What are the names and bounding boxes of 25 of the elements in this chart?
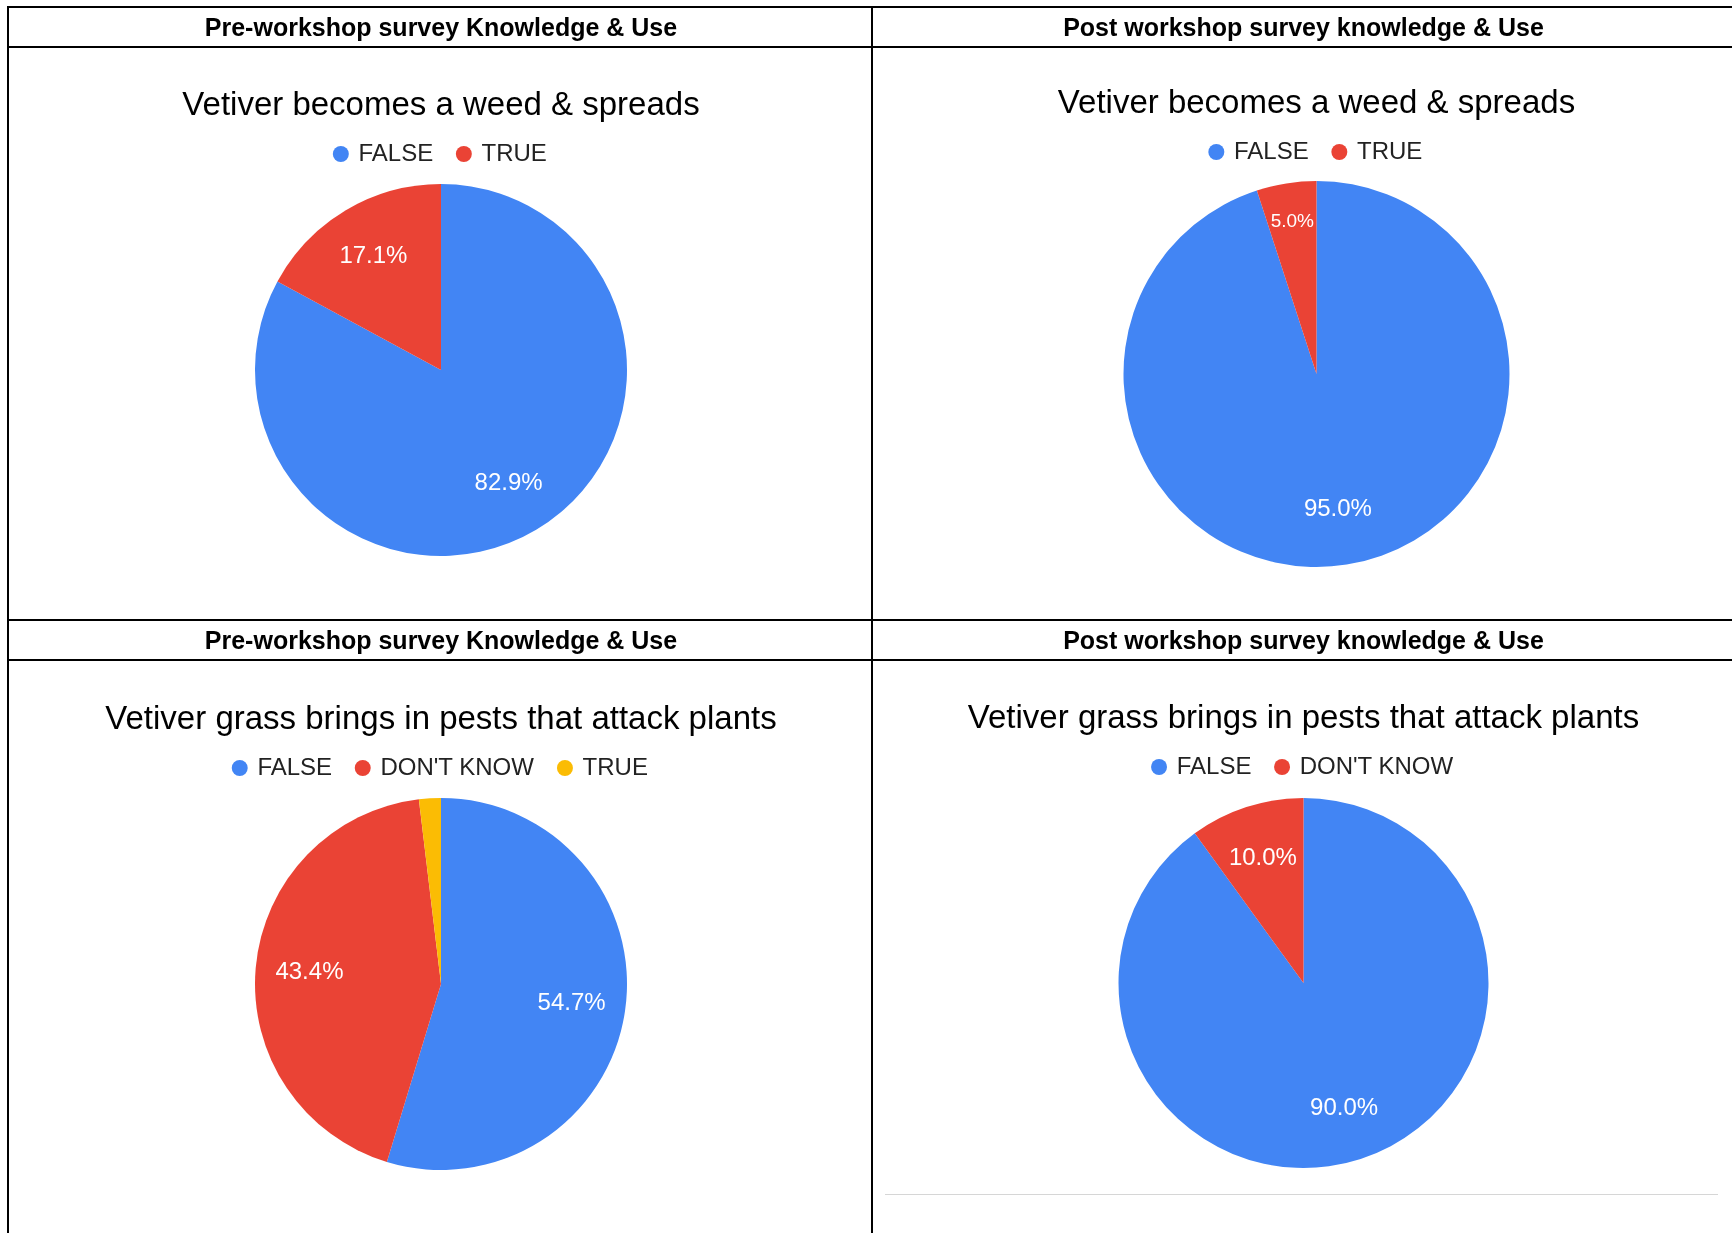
data-label: 17.1% <box>339 241 408 269</box>
legend-label: DON'T KNOW <box>1299 751 1454 779</box>
chart-title: Post workshop survey knowledge & Use <box>873 621 1732 661</box>
data-label: 54.7% <box>537 988 606 1016</box>
chart-subtitle: Vetiver becomes a weed & spreads <box>1057 82 1576 120</box>
data-label: 95.0% <box>1303 493 1372 521</box>
chart-title: Pre-workshop survey Knowledge & Use <box>9 8 873 48</box>
legend-label: TRUE <box>1356 136 1423 164</box>
data-label: 82.9% <box>474 468 543 496</box>
legend-label: TRUE <box>481 138 547 166</box>
data-label: 90.0% <box>1310 1092 1379 1120</box>
legend-label: TRUE <box>582 752 648 780</box>
legend-label: FALSE <box>1176 751 1252 779</box>
legend-label: DON'T KNOW <box>380 752 535 780</box>
legend-label: FALSE <box>1233 136 1309 164</box>
legend-label: FALSE <box>257 752 333 780</box>
legend-label: FALSE <box>358 138 434 166</box>
chart-subtitle: Vetiver becomes a weed & spreads <box>182 84 700 122</box>
chart-subtitle: Vetiver grass brings in pests that attack plants <box>105 698 777 736</box>
chart-subtitle: Vetiver grass brings in pests that attack plants <box>967 697 1640 735</box>
data-label: 5.0% <box>1270 209 1315 231</box>
data-label: 43.4% <box>275 957 344 985</box>
chart-title: Pre-workshop survey Knowledge & Use <box>9 621 873 661</box>
data-label: 10.0% <box>1228 842 1297 870</box>
chart-title: Post workshop survey knowledge & Use <box>873 8 1732 48</box>
